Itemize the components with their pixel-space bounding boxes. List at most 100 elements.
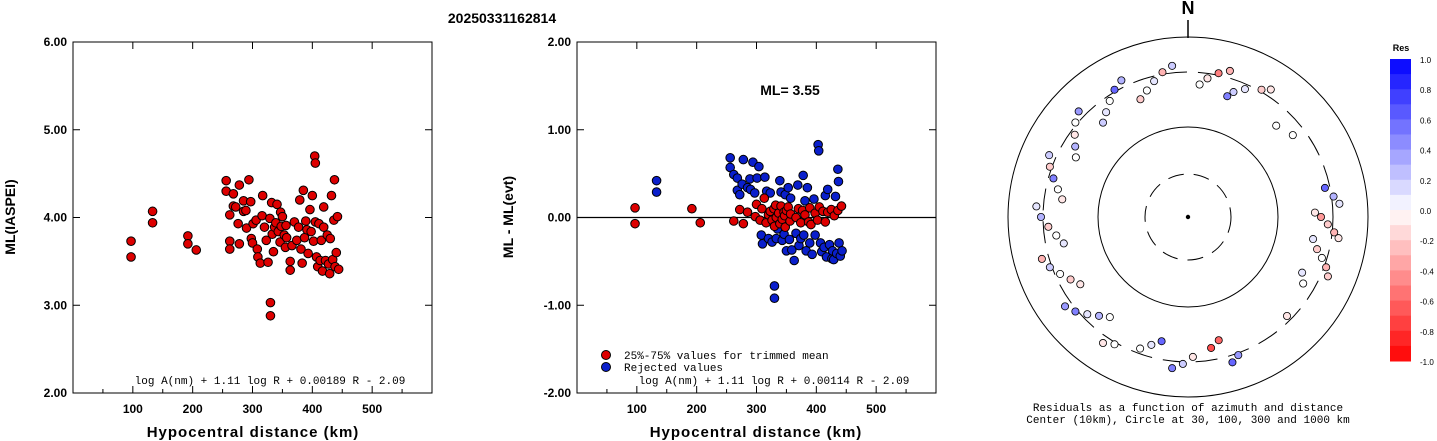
data-point — [126, 236, 136, 246]
colorbar-swatch — [1390, 240, 1411, 256]
outer-circle-1000km — [1007, 36, 1369, 398]
data-point — [241, 223, 252, 233]
rejected-point — [765, 188, 776, 198]
station-point — [1071, 153, 1080, 162]
station-point — [1168, 364, 1177, 373]
station-point — [1102, 108, 1111, 117]
x-tick-label: 200 — [183, 402, 203, 416]
north-label: N — [1182, 0, 1195, 18]
data-point — [316, 235, 327, 246]
data-point — [241, 205, 251, 216]
colorbar-tick-label: 0.4 — [1420, 147, 1432, 156]
data-point — [285, 256, 295, 267]
station-point — [1105, 313, 1114, 322]
station-point — [1299, 279, 1308, 288]
colorbar-swatch — [1390, 255, 1411, 271]
residual-vs-distance-chart: 100 200 300 400 500 -2.00 -1.00 0.00 1.00 2.00 ML… — [500, 35, 937, 441]
used-point — [795, 217, 806, 228]
colorbar-swatch — [1390, 345, 1411, 362]
data-point — [297, 258, 307, 268]
y-tick-label: 5.00 — [44, 123, 68, 137]
station-point — [1083, 310, 1092, 319]
colorbar-tick-label: 0.6 — [1420, 116, 1432, 125]
station-point — [1117, 76, 1126, 85]
colorbar-swatch — [1390, 74, 1411, 90]
colorbar-title: Res — [1393, 43, 1410, 53]
caption-line-2: Center (10km), Circle at 30, 100, 300 an… — [1026, 415, 1350, 427]
station-point — [1147, 340, 1156, 349]
x-tick-label: 100 — [123, 402, 143, 416]
rejected-point — [807, 249, 817, 260]
station-points — [1032, 61, 1344, 373]
rejected-point — [837, 246, 847, 256]
station-point — [1071, 142, 1080, 151]
station-point — [1058, 195, 1067, 204]
colorbar-tick-label: -0.2 — [1420, 237, 1434, 246]
y-axis-label: ML(IASPEI) — [2, 179, 18, 254]
x-axis-label: Hypocentral distance (km) — [650, 424, 863, 441]
station-point — [1032, 202, 1041, 211]
rejected-point — [810, 230, 820, 240]
rejected-point — [783, 182, 794, 193]
y-tick-label: 2.00 — [44, 386, 68, 400]
data-point — [268, 246, 279, 257]
colorbar-tick-label: -0.4 — [1420, 267, 1434, 276]
data-point — [324, 268, 335, 279]
data-point — [293, 222, 304, 232]
data-point — [224, 236, 235, 246]
legend-marker-rejected — [601, 362, 611, 372]
rejected-point — [757, 239, 768, 249]
formula-text: log A(nm) + 1.11 log R + 0.00114 R - 2.0… — [639, 376, 910, 388]
y-tick-label: 6.00 — [44, 35, 68, 49]
station-point — [1317, 212, 1326, 221]
circle-30km — [1144, 173, 1232, 261]
azimuth-distance-map: N Residuals as a function of azimuth and… — [1007, 0, 1434, 427]
data-point — [298, 185, 309, 196]
rejected-point — [809, 194, 819, 204]
station-point — [1272, 121, 1281, 130]
y-tick-label: 1.00 — [548, 123, 572, 137]
data-point — [318, 222, 329, 232]
station-point — [1142, 86, 1151, 95]
station-point — [1105, 96, 1114, 105]
y-tick-label: -1.00 — [544, 298, 572, 312]
rejected-point — [738, 154, 749, 165]
colorbar-swatch — [1390, 104, 1411, 120]
station-point — [1188, 352, 1197, 361]
colorbar-tick-label: -0.6 — [1420, 298, 1434, 307]
rejected-point — [769, 281, 780, 291]
y-tick-label: 0.00 — [548, 211, 572, 225]
rejected-point — [784, 234, 795, 245]
station-point — [1099, 339, 1108, 348]
data-point — [331, 247, 342, 258]
station-point — [1223, 92, 1232, 101]
data-point — [224, 244, 235, 254]
station-point — [1049, 174, 1058, 183]
used-point — [806, 219, 816, 230]
used-point — [759, 193, 770, 203]
station-point — [1037, 212, 1046, 221]
data-point — [326, 190, 337, 201]
rejected-point — [752, 173, 762, 183]
data-point — [281, 232, 292, 243]
data-point — [259, 222, 270, 232]
data-point — [261, 235, 272, 246]
x-tick-label: 300 — [746, 402, 766, 416]
data-point — [234, 239, 245, 249]
station-point — [1195, 80, 1204, 89]
data-point — [257, 190, 268, 201]
station-point — [1214, 69, 1223, 78]
colorbar: Res 1.0 0.8 0.6 0.4 0.2 0.0 -0.2 -0.4 -0.6 -0.8 -1… — [1390, 43, 1434, 367]
circle-300km — [1042, 71, 1334, 363]
rejected-point — [792, 180, 803, 190]
data-point — [263, 257, 273, 268]
data-point — [126, 252, 136, 262]
caption-line-1: Residuals as a function of azimuth and d… — [1033, 403, 1343, 415]
x-tick-label: 400 — [302, 402, 322, 416]
colorbar-swatch — [1390, 194, 1411, 211]
y-axis-label: ML - ML(evt) — [500, 176, 516, 258]
station-point — [1053, 185, 1062, 194]
station-point — [1052, 231, 1061, 240]
data-point — [310, 158, 321, 168]
